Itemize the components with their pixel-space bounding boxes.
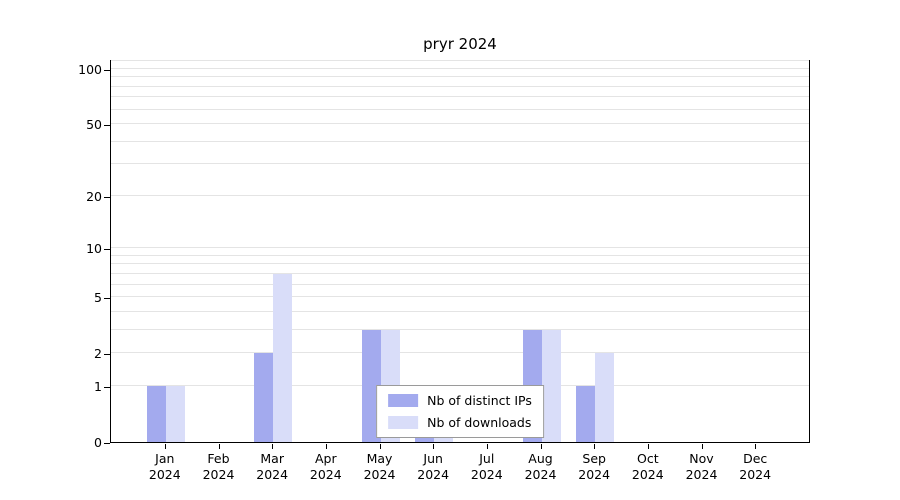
bar-downloads-mar [273,273,293,442]
x-tick-label-feb: Feb 2024 [202,451,235,482]
gridline [111,123,809,124]
x-tick-label-jun: Jun 2024 [417,451,450,482]
gridline [111,352,809,354]
y-tick-label: 50 [86,117,102,132]
y-tick-mark [104,125,110,126]
gridline [111,263,809,265]
y-tick-mark [104,354,110,356]
gridline [111,328,809,330]
bar-downloads-jan [165,385,185,442]
plot-area: Nb of distinct IPs Nb of downloads [110,60,810,443]
x-tick-label-mar: Mar 2024 [256,451,289,482]
y-tick-label: 5 [94,290,102,306]
legend-item-distinct-ips: Nb of distinct IPs [388,393,532,408]
bar-distinct-ips-may [361,329,381,442]
y-tick-mark [104,249,110,251]
x-tick-label-nov: Nov 2024 [685,451,718,482]
gridline [111,247,809,249]
bar-downloads-aug [541,329,561,442]
y-tick-label: 1 [94,378,102,394]
x-tick-mark [486,444,488,449]
gridline [111,108,809,110]
x-tick-label-jan: Jan 2024 [148,451,181,482]
x-tick-mark [647,444,649,449]
x-tick-label-jul: Jul 2024 [470,451,503,482]
bar-distinct-ips-mar [254,353,274,442]
x-tick-mark [540,444,542,449]
gridline [111,85,809,87]
x-tick-mark [218,444,220,449]
y-tick-mark [104,298,110,300]
x-tick-mark [701,444,703,449]
gridline [111,140,809,142]
y-tick-label: 10 [86,241,102,257]
y-tick-label: 100 [78,61,102,77]
legend-item-downloads: Nb of downloads [388,415,532,430]
gridline [111,310,809,312]
gridline [111,254,809,256]
bar-downloads-sep [595,353,615,442]
y-tick-mark [104,196,110,198]
legend-swatch-downloads [388,416,419,429]
gridline [111,283,809,285]
chart-title: pryr 2024 [423,35,497,53]
y-tick-label: 20 [86,188,102,204]
y-tick-mark [104,386,110,388]
x-tick-mark [272,444,274,449]
x-tick-label-apr: Apr 2024 [309,451,342,482]
bar-distinct-ips-jan [146,385,166,442]
gridline [111,296,809,298]
x-tick-label-oct: Oct 2024 [631,451,664,482]
gridline [111,76,809,78]
gridline [111,67,809,69]
gridline [111,272,809,274]
x-tick-mark [164,444,166,449]
bar-distinct-ips-sep [576,385,596,442]
x-tick-label-may: May 2024 [363,451,396,482]
x-tick-mark [325,444,327,449]
x-tick-mark [755,444,757,449]
x-tick-mark [379,444,381,449]
x-tick-label-dec: Dec 2024 [739,451,772,482]
legend-swatch-distinct-ips [388,394,419,407]
y-tick-label: 0 [94,435,102,450]
x-tick-label-aug: Aug 2024 [524,451,557,482]
x-tick-label-sep: Sep 2024 [578,451,611,482]
gridline [111,194,809,196]
y-tick-label: 2 [94,346,102,362]
y-tick-mark [104,69,110,71]
gridline [111,163,809,165]
y-tick-mark [104,443,110,444]
legend: Nb of distinct IPs Nb of downloads [376,385,544,438]
gridline [111,60,809,62]
gridline [111,96,809,98]
legend-label-downloads: Nb of downloads [427,415,532,430]
legend-label-distinct-ips: Nb of distinct IPs [427,393,532,408]
x-tick-mark [433,444,435,449]
x-tick-mark [594,444,596,449]
